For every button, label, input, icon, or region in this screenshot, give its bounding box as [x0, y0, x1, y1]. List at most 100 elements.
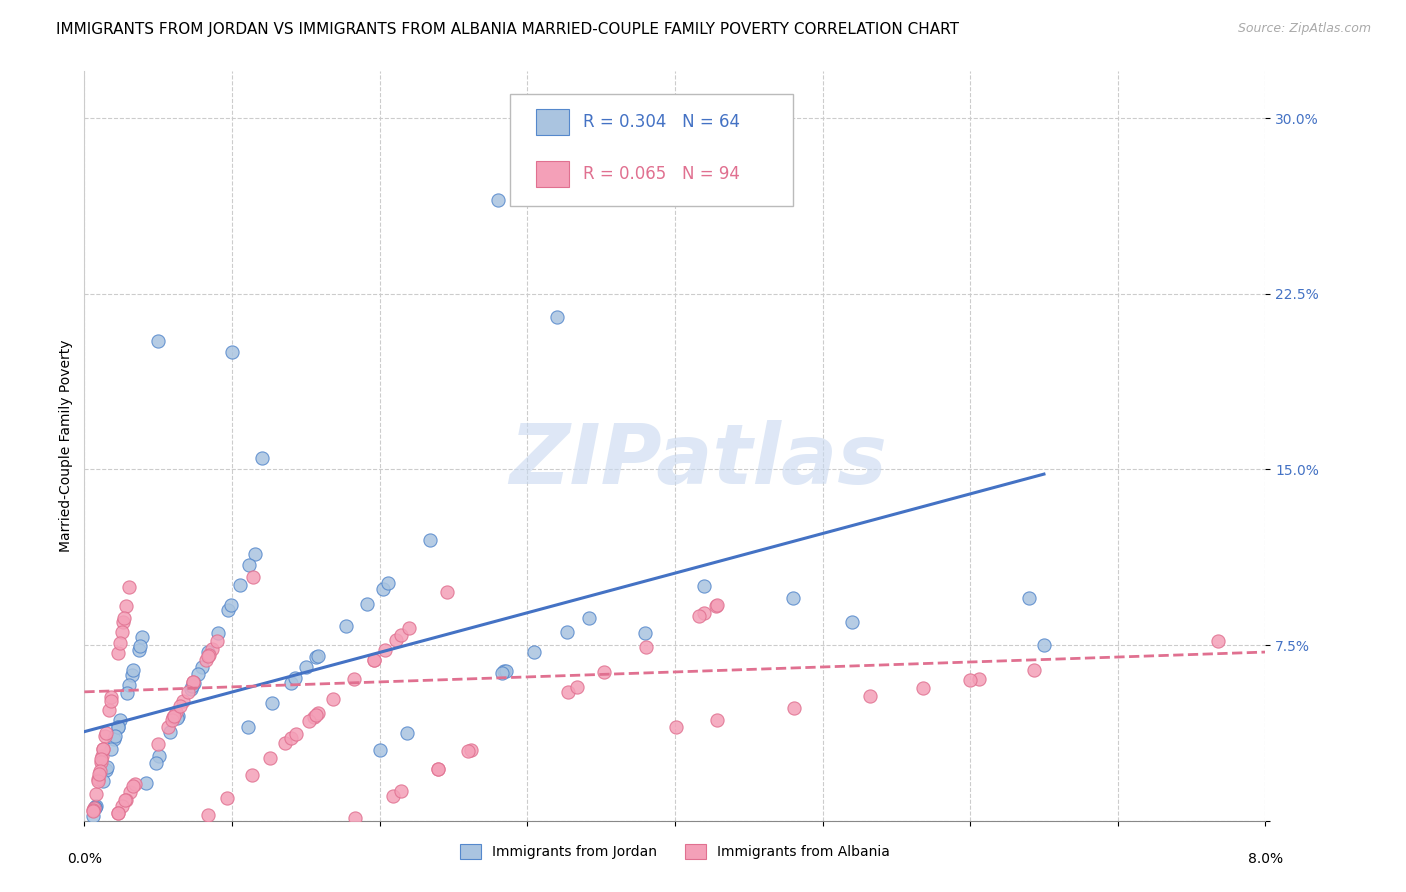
- Point: [84, 799, 107, 814]
- Point: [160, 713, 183, 727]
- Point: [460, 742, 482, 756]
- Point: [259, 750, 281, 764]
- Text: R = 0.065   N = 94: R = 0.065 N = 94: [582, 165, 740, 184]
- Point: [159, 725, 181, 739]
- Point: [112, 611, 135, 625]
- Point: [96, 759, 118, 773]
- Point: [114, 793, 136, 807]
- Point: [197, 648, 219, 663]
- Point: [395, 726, 418, 740]
- Point: [495, 664, 517, 678]
- Point: [201, 642, 224, 657]
- Point: [302, 709, 325, 723]
- Point: [176, 685, 198, 699]
- Point: [356, 598, 378, 612]
- Point: [205, 634, 228, 648]
- Point: [419, 533, 441, 548]
- Point: [166, 711, 188, 725]
- Point: [84, 788, 107, 802]
- Point: [94, 764, 117, 778]
- Point: [274, 736, 297, 750]
- Point: [381, 789, 404, 803]
- Point: [523, 645, 546, 659]
- Point: [242, 570, 264, 584]
- Point: [112, 615, 135, 629]
- Point: [167, 709, 190, 723]
- Point: [706, 713, 728, 727]
- Point: [172, 694, 194, 708]
- Point: [363, 653, 385, 667]
- Point: [240, 768, 263, 782]
- Point: [693, 606, 716, 620]
- Point: [307, 648, 329, 663]
- Point: [91, 773, 114, 788]
- Point: [107, 805, 129, 820]
- Point: [343, 673, 366, 687]
- Text: Source: ZipAtlas.com: Source: ZipAtlas.com: [1237, 22, 1371, 36]
- Point: [284, 727, 307, 741]
- Point: [280, 731, 302, 746]
- Point: [165, 706, 187, 720]
- Point: [100, 694, 122, 708]
- Point: [322, 691, 344, 706]
- Point: [1033, 638, 1056, 652]
- Point: [100, 742, 122, 756]
- Point: [118, 678, 141, 692]
- Point: [219, 598, 242, 612]
- Point: [135, 776, 157, 790]
- Point: [128, 639, 150, 653]
- Text: ZIPatlas: ZIPatlas: [509, 420, 887, 501]
- Point: [104, 729, 127, 743]
- Point: [181, 675, 204, 690]
- Point: [89, 766, 111, 780]
- Point: [305, 650, 328, 665]
- Point: [426, 762, 449, 776]
- Point: [841, 615, 863, 629]
- Point: [912, 681, 935, 695]
- Point: [128, 643, 150, 657]
- Point: [229, 578, 252, 592]
- Point: [108, 635, 131, 649]
- Point: [426, 762, 449, 776]
- Point: [107, 646, 129, 660]
- Y-axis label: Married-Couple Family Poverty: Married-Couple Family Poverty: [59, 340, 73, 552]
- Point: [693, 580, 716, 594]
- FancyBboxPatch shape: [509, 94, 793, 206]
- Text: 8.0%: 8.0%: [1249, 852, 1282, 866]
- Point: [114, 599, 136, 613]
- Point: [221, 345, 243, 359]
- Point: [163, 709, 186, 723]
- Point: [389, 784, 412, 798]
- Point: [295, 660, 318, 674]
- Point: [82, 805, 104, 819]
- Text: IMMIGRANTS FROM JORDAN VS IMMIGRANTS FROM ALBANIA MARRIED-COUPLE FAMILY POVERTY : IMMIGRANTS FROM JORDAN VS IMMIGRANTS FRO…: [56, 22, 959, 37]
- Point: [124, 777, 146, 791]
- Bar: [536, 109, 568, 135]
- Point: [486, 193, 509, 207]
- Point: [111, 799, 134, 814]
- Point: [578, 610, 600, 624]
- Point: [197, 648, 219, 662]
- Point: [190, 659, 212, 673]
- Point: [436, 585, 458, 599]
- Point: [969, 672, 991, 686]
- Point: [688, 608, 710, 623]
- Point: [91, 742, 114, 756]
- Point: [83, 801, 105, 815]
- Point: [557, 685, 579, 699]
- Point: [107, 720, 129, 734]
- Point: [84, 801, 107, 815]
- Point: [115, 686, 138, 700]
- Point: [107, 720, 129, 734]
- Point: [87, 774, 110, 789]
- Point: [782, 591, 804, 606]
- Point: [363, 653, 385, 667]
- Point: [87, 772, 110, 786]
- Point: [546, 310, 568, 325]
- Bar: [536, 161, 568, 187]
- Point: [565, 681, 588, 695]
- Point: [368, 743, 391, 757]
- Point: [180, 682, 202, 697]
- Legend: Immigrants from Jordan, Immigrants from Albania: Immigrants from Jordan, Immigrants from …: [453, 838, 897, 866]
- Point: [197, 645, 219, 659]
